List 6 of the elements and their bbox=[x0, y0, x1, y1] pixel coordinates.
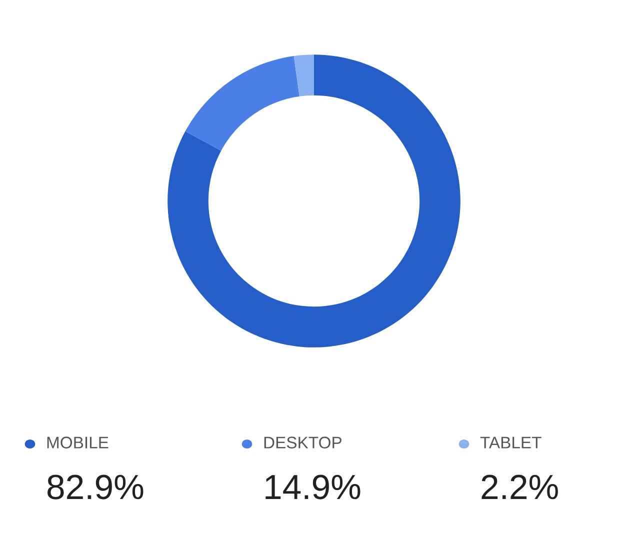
data-label: 2.2% bbox=[482, 474, 558, 500]
legend-label: TABLET bbox=[480, 436, 542, 448]
legend-label: DESKTOP bbox=[264, 436, 342, 448]
legend-label: MOBILE bbox=[47, 436, 108, 448]
data-label: 82.9% bbox=[48, 474, 144, 500]
data-label: 14.9% bbox=[266, 474, 360, 500]
